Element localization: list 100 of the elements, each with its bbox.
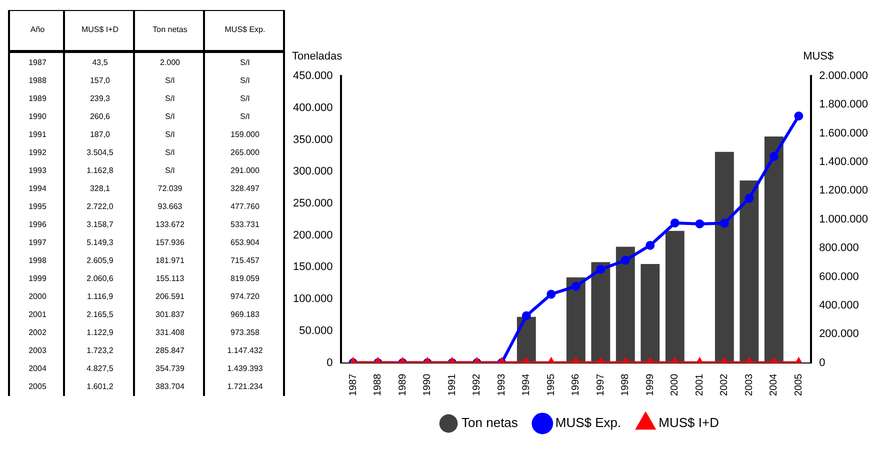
x-tick-label: 2005 bbox=[793, 373, 804, 396]
y-tick-label: 1987 bbox=[28, 57, 48, 69]
y2-axis-title: MUS$ bbox=[803, 50, 834, 63]
text: 239,3 bbox=[90, 94, 110, 103]
y-tick-label: 2003 bbox=[28, 345, 48, 357]
text: 187,0 bbox=[90, 130, 110, 139]
y-tick-label: 100.000 bbox=[292, 293, 333, 306]
x-tick-label: 1993 bbox=[496, 373, 508, 396]
y2-tick-label: 1.800.000 bbox=[819, 98, 868, 111]
x-tick-label: 1989 bbox=[397, 373, 408, 396]
x-tick-label: 2000 bbox=[670, 373, 681, 396]
text: 354.739 bbox=[156, 364, 184, 373]
x-tick-label: 1994 bbox=[521, 373, 532, 396]
text: 260,6 bbox=[90, 112, 110, 121]
text: S/I bbox=[165, 76, 175, 85]
bar bbox=[764, 136, 784, 363]
y-tick-label: 200.000 bbox=[292, 229, 333, 242]
point bbox=[794, 112, 804, 120]
y-tick-label: 1991 bbox=[28, 129, 48, 141]
text: 157.936 bbox=[156, 238, 184, 247]
bar bbox=[714, 152, 734, 363]
y-tick-label: 1998 bbox=[28, 255, 48, 267]
text: S/I bbox=[165, 112, 175, 121]
y-tick-label: 50.000 bbox=[299, 324, 333, 337]
legend-label: MUS$ I+D bbox=[658, 415, 719, 430]
text: 2.722,0 bbox=[86, 202, 114, 211]
text: 328,1 bbox=[90, 184, 110, 193]
legend-label: Ton netas bbox=[462, 415, 518, 430]
x-tick-label: 1991 bbox=[446, 373, 458, 396]
bar bbox=[665, 230, 684, 363]
y-axis-title: Toneladas bbox=[292, 50, 343, 63]
text: 331.408 bbox=[156, 328, 184, 337]
y2-tick-label: 0 bbox=[819, 356, 826, 369]
text: 285.847 bbox=[156, 346, 184, 355]
point bbox=[720, 218, 729, 228]
y2-tick-label: 2.000.000 bbox=[819, 70, 868, 82]
y-tick-label: 1994 bbox=[28, 183, 48, 195]
x-tick-label: 1995 bbox=[546, 373, 557, 396]
bar bbox=[740, 180, 759, 363]
point bbox=[546, 290, 556, 299]
x-tick-label: MUS$ I+D bbox=[80, 24, 120, 36]
text: 133.672 bbox=[156, 220, 184, 229]
y-tick-label: 2002 bbox=[28, 327, 48, 339]
y-tick-label: 450.000 bbox=[292, 70, 333, 82]
text: 1.122,9 bbox=[86, 328, 114, 337]
y-tick-label: 250.000 bbox=[292, 197, 333, 210]
bar bbox=[566, 277, 586, 363]
x-tick-label: 1992 bbox=[472, 373, 483, 396]
text: S/I bbox=[165, 166, 175, 175]
x-tick-label: 1988 bbox=[372, 373, 384, 396]
y-tick-label: 400.000 bbox=[292, 102, 333, 114]
text: 181.971 bbox=[156, 256, 184, 265]
text: 477.760 bbox=[230, 202, 260, 211]
text: 715.457 bbox=[230, 256, 260, 265]
y2-tick-label: 400.000 bbox=[819, 299, 859, 312]
y-tick-label: 1988 bbox=[28, 75, 48, 87]
x-tick-label: 2004 bbox=[768, 373, 780, 396]
text: 2.060,6 bbox=[86, 274, 114, 283]
text: S/I bbox=[240, 76, 250, 85]
text: 2.000 bbox=[160, 58, 180, 67]
text: 2.605,9 bbox=[86, 256, 114, 265]
y-tick-label: 1989 bbox=[28, 93, 48, 105]
y2-tick-label: 1.600.000 bbox=[819, 127, 868, 140]
text: S/I bbox=[240, 58, 250, 67]
text: 3.158,7 bbox=[86, 220, 114, 229]
x-tick-label: 2002 bbox=[719, 373, 730, 396]
text: 653.904 bbox=[230, 238, 260, 247]
point bbox=[744, 194, 754, 203]
text: 2.165,5 bbox=[86, 310, 114, 319]
y-tick-label: 1997 bbox=[28, 237, 48, 249]
text: S/I bbox=[165, 130, 175, 139]
text: 159.000 bbox=[230, 130, 260, 139]
y2-tick-label: 1.200.000 bbox=[819, 184, 868, 197]
y2-tick-label: 600.000 bbox=[819, 270, 859, 283]
y2-tick-label: 800.000 bbox=[819, 242, 859, 254]
text: 157,0 bbox=[90, 76, 110, 85]
point bbox=[571, 282, 580, 291]
y-axis-title: Año bbox=[29, 24, 46, 36]
y-tick-label: 1993 bbox=[28, 165, 48, 177]
text: 4.827,5 bbox=[86, 364, 114, 373]
y-tick-label: 150.000 bbox=[292, 261, 333, 274]
y-tick-label: 1992 bbox=[28, 147, 48, 159]
text: 1.147.432 bbox=[227, 346, 263, 355]
point bbox=[695, 219, 704, 228]
x-tick-label: Ton netas bbox=[152, 24, 188, 36]
text: 43,5 bbox=[92, 58, 108, 67]
y2-tick-label: 200.000 bbox=[819, 328, 859, 340]
text: S/I bbox=[240, 112, 250, 121]
text: 533.731 bbox=[230, 220, 260, 229]
point bbox=[670, 218, 680, 228]
text: 1.116,9 bbox=[86, 292, 114, 301]
text: 291.000 bbox=[230, 166, 260, 175]
text: 5.149,3 bbox=[86, 238, 114, 247]
y-tick-label: 2000 bbox=[28, 291, 48, 303]
bar bbox=[640, 264, 660, 363]
point bbox=[620, 256, 630, 265]
y2-tick-label: 1.400.000 bbox=[819, 156, 868, 168]
text: 1.439.393 bbox=[227, 364, 263, 373]
text: S/I bbox=[165, 148, 175, 157]
text: 969.183 bbox=[230, 310, 260, 319]
